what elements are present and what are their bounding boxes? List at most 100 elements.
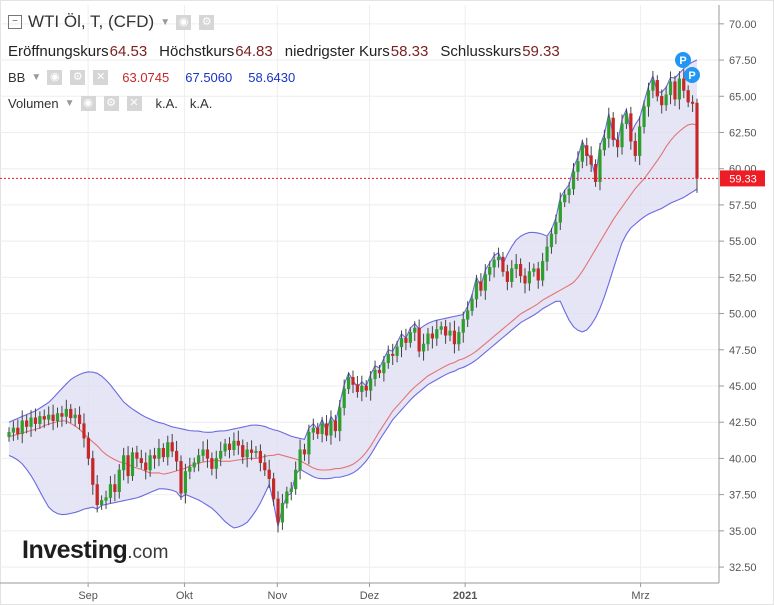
candle — [179, 455, 183, 500]
candle — [563, 189, 567, 208]
candle — [395, 340, 399, 363]
candle-body — [11, 427, 16, 433]
candle-body — [532, 268, 536, 272]
candle — [183, 463, 188, 504]
candle-body — [470, 298, 474, 311]
chevron-down-icon[interactable]: ▼ — [160, 16, 171, 28]
candle — [20, 410, 24, 444]
candle-body — [593, 164, 598, 182]
candle-body — [377, 369, 382, 374]
candle — [320, 416, 324, 443]
x-tick-label: 2021 — [453, 590, 477, 602]
overlays: 59.33 PP — [0, 52, 765, 187]
candle — [651, 70, 655, 99]
candle — [541, 252, 545, 287]
candle — [567, 182, 571, 204]
candle — [488, 261, 492, 282]
ohlc-high: Höchstkurs64.83 — [159, 43, 273, 60]
close-icon[interactable]: ✕ — [93, 70, 109, 85]
candle — [294, 461, 298, 495]
candle — [633, 132, 637, 162]
candle-body — [373, 369, 377, 379]
candle — [135, 445, 139, 467]
chevron-down-icon[interactable]: ▼ — [31, 72, 42, 83]
chevron-down-icon[interactable]: ▼ — [64, 98, 75, 109]
candle — [501, 251, 505, 277]
gear-icon[interactable]: ⚙ — [70, 70, 86, 85]
candle — [77, 406, 82, 430]
candle — [117, 464, 121, 499]
candle — [585, 137, 589, 166]
candle — [210, 452, 214, 476]
candle-body — [152, 455, 157, 459]
candle — [571, 163, 576, 195]
marker-circle — [675, 52, 691, 68]
candle — [55, 407, 60, 428]
collapse-icon[interactable]: − — [8, 15, 22, 29]
candle-body — [42, 416, 46, 420]
candle-body — [571, 171, 576, 190]
y-tick-label: 52.50 — [729, 272, 757, 284]
candle-body — [457, 332, 461, 345]
candle — [457, 326, 461, 351]
candle — [174, 440, 179, 471]
candle — [29, 410, 33, 437]
chart-title: WTI Öl, T, (CFD) — [28, 12, 155, 31]
candle-body — [201, 449, 205, 456]
y-tick-label: 45.00 — [729, 381, 757, 393]
candle-body — [369, 378, 373, 391]
gear-icon[interactable]: ⚙ — [103, 96, 119, 111]
candle — [373, 360, 377, 387]
candle — [620, 114, 624, 155]
candle-body — [333, 420, 337, 432]
axes: 32.50 35.00 37.50 40.00 42.50 45.00 47.50 50.00… — [0, 5, 757, 602]
candle — [369, 371, 373, 401]
candle — [227, 437, 232, 459]
candle — [448, 322, 452, 342]
candle-body — [563, 194, 567, 203]
candle — [399, 330, 404, 358]
candle-body — [660, 96, 664, 106]
candle — [580, 139, 584, 169]
candle — [7, 427, 11, 442]
candle-body — [651, 80, 655, 91]
candle-body — [452, 330, 457, 345]
close-icon[interactable]: ✕ — [126, 96, 142, 111]
visibility-icon[interactable]: ◉ — [80, 96, 96, 111]
candle-body — [205, 449, 210, 459]
ohlc-close: Schlusskurs59.33 — [440, 43, 559, 60]
candle-body — [104, 497, 108, 501]
y-tick-label: 62.50 — [729, 127, 757, 139]
candle-body — [360, 385, 364, 393]
visibility-icon[interactable]: ◉ — [176, 14, 192, 30]
candle — [364, 380, 368, 398]
candle — [289, 482, 293, 501]
x-tick-label: Nov — [268, 590, 288, 602]
candle — [377, 364, 382, 379]
candle-body — [549, 233, 554, 248]
candle — [333, 414, 337, 438]
candle — [144, 452, 148, 480]
candle-body — [183, 471, 188, 494]
candle-body — [161, 448, 165, 458]
candle-body — [232, 440, 236, 450]
candle — [355, 375, 360, 398]
candle — [655, 75, 659, 102]
candle-body — [249, 449, 254, 453]
candle-body — [382, 362, 386, 374]
candle-body — [29, 417, 33, 427]
y-tick-label: 47.50 — [729, 345, 757, 357]
candle-body — [673, 81, 677, 100]
visibility-icon[interactable]: ◉ — [47, 70, 63, 85]
high-value: 64.83 — [235, 43, 273, 60]
candle — [598, 143, 602, 191]
gear-icon[interactable]: ⚙ — [199, 14, 215, 30]
candle — [660, 89, 664, 114]
candle-body — [364, 385, 368, 391]
candle — [258, 444, 262, 472]
y-tick-label: 37.50 — [729, 490, 757, 502]
candle — [192, 457, 196, 473]
candle-body — [342, 388, 346, 408]
